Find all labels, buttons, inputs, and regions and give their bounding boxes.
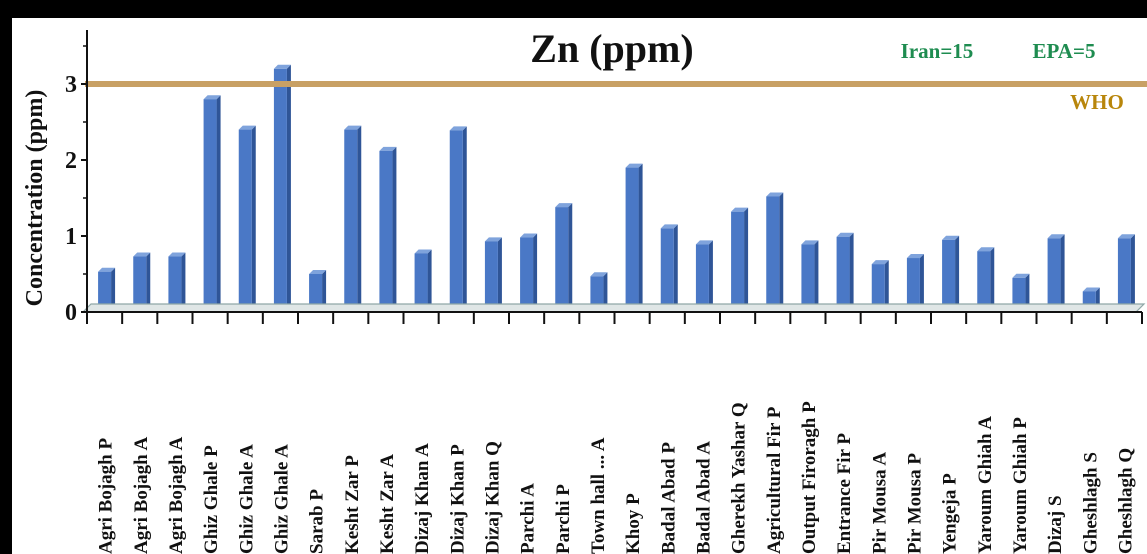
- bar: [344, 125, 362, 312]
- bar: [871, 260, 889, 312]
- x-tick-label: Dizaj Khan P: [447, 444, 468, 554]
- bar: [273, 64, 291, 312]
- chart-title: Zn (ppm): [530, 26, 693, 71]
- bar: [555, 203, 573, 312]
- bar: [484, 237, 502, 312]
- bar: [660, 224, 678, 312]
- bar: [203, 95, 221, 312]
- iran-guideline-label: Iran=15: [901, 39, 974, 63]
- x-tick-label: Output Firoragh P: [799, 401, 820, 554]
- x-tick-label: Badal Abad P: [658, 442, 679, 554]
- x-tick-label: Ghiz Ghale P: [201, 445, 222, 554]
- x-tick-label: Agri Bojagh P: [96, 438, 117, 554]
- who-guideline-label: WHO: [1070, 90, 1124, 114]
- bar: [766, 192, 784, 312]
- x-tick-label: Ghiz Ghale A: [271, 444, 292, 554]
- x-tick-label: Agri Bojagh A: [166, 437, 187, 554]
- y-tick-label: 2: [65, 148, 77, 174]
- bars-group: [98, 64, 1135, 312]
- epa-guideline-label: EPA=5: [1033, 39, 1096, 63]
- bar: [695, 240, 713, 312]
- x-tick-label: Parchi P: [553, 484, 574, 554]
- bar: [414, 249, 432, 312]
- x-tick-label: Yaroum Ghiah A: [975, 416, 996, 554]
- bar: [168, 252, 186, 312]
- bar: [801, 240, 819, 312]
- bar: [906, 254, 924, 312]
- x-tick-label: Kesht Zar A: [377, 454, 398, 554]
- bar: [238, 125, 256, 312]
- who-line: [85, 81, 1147, 87]
- y-axis: 0 1 2 3: [65, 30, 88, 326]
- bar: [625, 163, 643, 312]
- x-tick-label: Dizaj Khan Q: [482, 441, 503, 554]
- bar: [1117, 234, 1135, 312]
- x-tick-label: Agri Bojagh A: [131, 437, 152, 554]
- y-axis-label: Concentration (ppm): [22, 90, 48, 307]
- x-tick-label: Ghiz Ghale A: [236, 444, 257, 554]
- x-tick-label: Parchi A: [518, 483, 539, 554]
- x-tick-label: Dizaj Khan A: [412, 443, 433, 554]
- bar: [590, 272, 608, 312]
- x-tick-label: Entrance Fir P: [834, 433, 855, 554]
- bar: [133, 252, 151, 312]
- x-tick-label: Yaroum Ghiah P: [1010, 417, 1031, 554]
- bar: [1047, 234, 1065, 312]
- x-tick-label: Kesht Zar P: [342, 455, 363, 554]
- x-tick-label: Gheshlagh Q: [1115, 448, 1136, 554]
- bar: [977, 247, 995, 312]
- x-axis: Agri Bojagh P Agri Bojagh A Agri Bojagh A G…: [86, 311, 1143, 554]
- y-tick-label: 0: [65, 300, 77, 326]
- x-tick-label: Town hall ... A: [588, 437, 609, 554]
- floor-plane: [81, 303, 1146, 313]
- bar: [520, 233, 538, 312]
- x-tick-label: Khoy P: [623, 493, 644, 554]
- bar: [731, 207, 749, 312]
- bar: [449, 126, 467, 312]
- x-tick-label: Gherekh Yashar Q: [729, 402, 750, 554]
- x-tick-label: Gheshlagh S: [1080, 452, 1101, 554]
- x-tick-label: Pir Mousa P: [904, 453, 925, 554]
- bar: [942, 235, 960, 312]
- chart-floor: [81, 303, 1146, 313]
- y-tick-label: 1: [65, 224, 77, 250]
- bar: [98, 267, 116, 312]
- x-tick-label: Badal Abad A: [693, 441, 714, 554]
- x-tick-label: Dizaj S: [1045, 495, 1066, 554]
- who-reference-line: [85, 81, 1147, 87]
- x-tick-label: Agricultural Fir P: [764, 406, 785, 554]
- bar: [309, 270, 327, 312]
- bar: [836, 232, 854, 312]
- bar: [379, 146, 397, 312]
- x-tick-label: Pir Mousa A: [869, 452, 890, 554]
- x-tick-label: Sarab P: [307, 489, 328, 554]
- y-tick-label: 3: [65, 72, 77, 98]
- x-tick-label: Yengeja P: [940, 473, 961, 554]
